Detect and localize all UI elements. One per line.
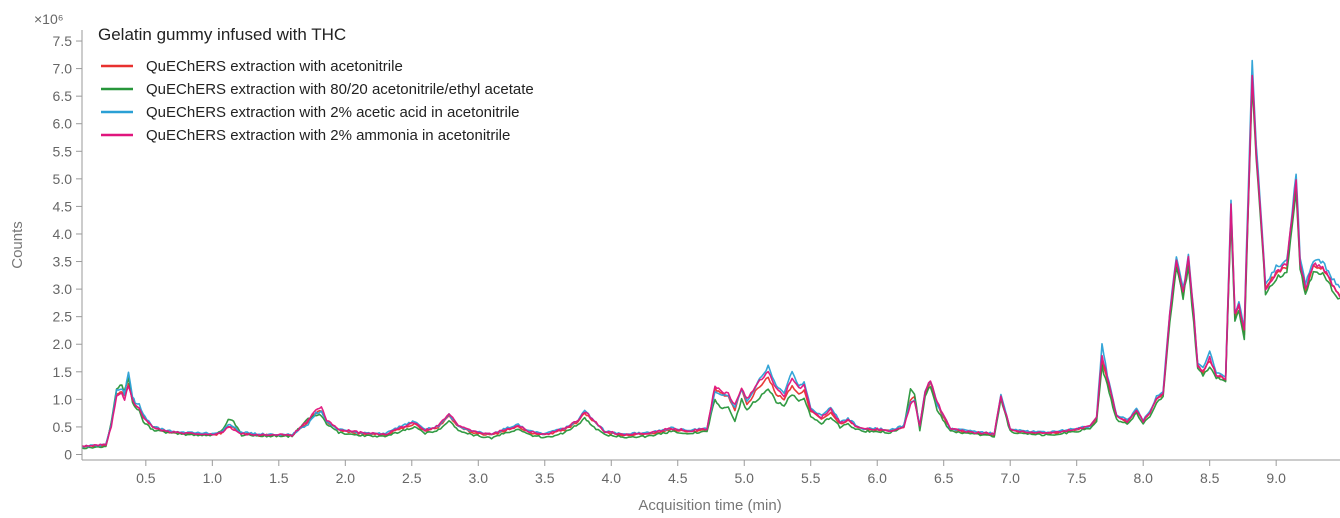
x-tick-label: 6.5: [934, 470, 954, 486]
legend: QuEChERS extraction with acetonitrile QuE…: [101, 58, 534, 144]
y-tick-label: 5.0: [53, 171, 73, 187]
y-tick-label: 4.0: [53, 226, 73, 242]
x-axis-label: Acquisition time (min): [638, 497, 781, 514]
x-tick-label: 7.5: [1067, 470, 1087, 486]
y-tick-label: 6.0: [53, 116, 73, 132]
x-tick-label: 5.0: [735, 470, 755, 486]
y-tick-label: 5.5: [53, 143, 73, 159]
x-tick-label: 1.5: [269, 470, 289, 486]
legend-label: QuEChERS extraction with 80/20 acetonitr…: [146, 81, 534, 98]
y-ticks: 0 0.5 1.0 1.5 2.0 2.5 3.0 3.5 4.0 4.5 5.0 5.5 6.0 6.5…: [53, 33, 82, 462]
x-tick-label: 1.0: [203, 470, 223, 486]
x-tick-label: 5.5: [801, 470, 821, 486]
x-tick-label: 8.0: [1133, 470, 1153, 486]
x-tick-label: 6.0: [867, 470, 887, 486]
y-axis-label: Counts: [9, 221, 26, 269]
y-tick-label: 3.5: [53, 254, 73, 270]
y-tick-label: 4.5: [53, 198, 73, 214]
x-tick-label: 3.5: [535, 470, 555, 486]
x-tick-label: 3.0: [469, 470, 489, 486]
x-tick-label: 0.5: [136, 470, 156, 486]
x-ticks: 0.5 1.0 1.5 2.0 2.5 3.0 3.5 4.0 4.5 5.0 5.5 6.0 6.5 7…: [136, 460, 1286, 486]
chart-title: Gelatin gummy infused with THC: [98, 25, 346, 44]
y-tick-label: 3.0: [53, 281, 73, 297]
x-tick-label: 4.0: [602, 470, 622, 486]
y-tick-label: 0.5: [53, 419, 73, 435]
series-line: [81, 74, 1340, 448]
axes: [81, 30, 1340, 461]
legend-label: QuEChERS extraction with acetonitrile: [146, 58, 403, 75]
y-tick-label: 0: [64, 446, 72, 462]
y-tick-label: 1.5: [53, 364, 73, 380]
legend-label: QuEChERS extraction with 2% acetic acid …: [146, 104, 520, 121]
y-tick-label: 7.5: [53, 33, 73, 49]
y-tick-label: 2.5: [53, 309, 73, 325]
x-tick-label: 2.5: [402, 470, 422, 486]
y-multiplier: ×10⁶: [34, 11, 64, 27]
x-tick-label: 2.0: [336, 470, 356, 486]
x-tick-label: 9.0: [1266, 470, 1286, 486]
legend-label: QuEChERS extraction with 2% ammonia in a…: [146, 127, 510, 144]
x-tick-label: 8.5: [1200, 470, 1220, 486]
y-tick-label: 2.0: [53, 336, 73, 352]
y-tick-label: 1.0: [53, 391, 73, 407]
plot-lines: [81, 59, 1340, 450]
x-tick-label: 7.0: [1000, 470, 1020, 486]
y-tick-label: 6.5: [53, 88, 73, 104]
x-tick-label: 4.5: [668, 470, 688, 486]
y-tick-label: 7.0: [53, 61, 73, 77]
